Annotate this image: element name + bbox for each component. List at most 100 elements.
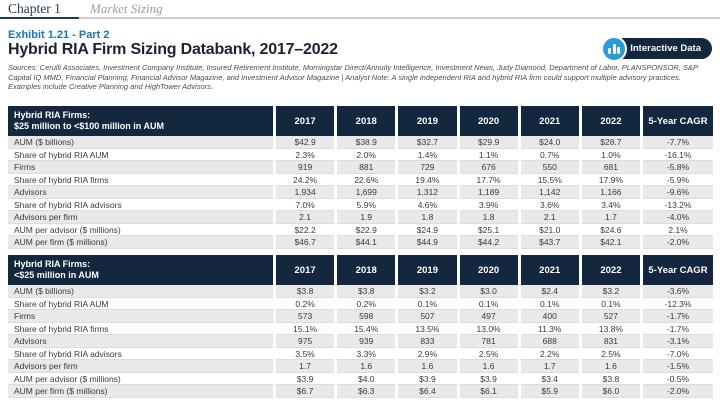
year-column-header: 2021 (520, 255, 579, 285)
metric-label-cell: AUM ($ billions) (8, 136, 273, 149)
value-cell: 17.7% (459, 173, 518, 186)
value-cell: 2.3% (276, 148, 335, 161)
value-cell: 1,189 (459, 186, 518, 199)
value-cell: 0.2% (276, 297, 335, 310)
value-cell: 13.5% (398, 322, 457, 335)
year-column-header: 2018 (337, 255, 396, 285)
value-cell: 0.1% (398, 297, 457, 310)
metric-label-cell: Firms (8, 161, 273, 174)
value-cell: 3.5% (276, 347, 335, 360)
value-cell: 975 (276, 335, 335, 348)
value-cell: 15.5% (520, 173, 579, 186)
year-column-header: 2019 (398, 106, 457, 136)
metric-label-cell: Advisors (8, 186, 273, 199)
metric-label-cell: AUM per advisor ($ millions) (8, 372, 273, 385)
value-cell: $44.1 (337, 236, 396, 249)
year-column-header: 2022 (581, 255, 640, 285)
value-cell: 1.7 (581, 211, 640, 224)
value-cell: $3.2 (581, 285, 640, 298)
value-cell: 0.1% (459, 297, 518, 310)
value-cell: 681 (581, 161, 640, 174)
value-cell: -2.0% (643, 236, 713, 249)
value-cell: 2.1% (643, 223, 713, 236)
value-cell: 573 (276, 310, 335, 323)
year-column-header: 2017 (276, 106, 335, 136)
table-title-cell: Hybrid RIA Firms: <$25 million in AUM (8, 255, 273, 285)
metric-label-cell: Share of hybrid RIA advisors (8, 347, 273, 360)
value-cell: 1,312 (398, 186, 457, 199)
value-cell: 688 (520, 335, 579, 348)
value-cell: 1.1% (459, 148, 518, 161)
value-cell: 2.0% (337, 148, 396, 161)
metric-label-cell: Share of hybrid RIA AUM (8, 297, 273, 310)
value-cell: 497 (459, 310, 518, 323)
sources-note: Sources: Cerulli Associates, Investment … (8, 63, 698, 92)
year-column-header: 2020 (459, 106, 518, 136)
value-cell: 831 (581, 335, 640, 348)
metric-label-cell: Share of hybrid RIA firms (8, 322, 273, 335)
value-cell: 13.8% (581, 322, 640, 335)
metric-label-cell: Advisors per firm (8, 211, 273, 224)
value-cell: 919 (276, 161, 335, 174)
value-cell: 4.6% (398, 198, 457, 211)
value-cell: 1.9 (337, 211, 396, 224)
value-cell: 598 (337, 310, 396, 323)
year-column-header: 2022 (581, 106, 640, 136)
table-hybrid-ria-25-to-100m: Hybrid RIA Firms: $25 million to <$100 mi… (8, 106, 713, 249)
value-cell: 17.9% (581, 173, 640, 186)
value-cell: $24.9 (398, 223, 457, 236)
year-column-header: 2018 (337, 106, 396, 136)
value-cell: 1.6 (459, 360, 518, 373)
value-cell: 1.8 (398, 211, 457, 224)
value-cell: $3.0 (459, 285, 518, 298)
value-cell: $44.2 (459, 236, 518, 249)
value-cell: -5.8% (643, 161, 713, 174)
value-cell: $3.9 (276, 372, 335, 385)
bar-chart-icon (601, 35, 628, 62)
value-cell: -5.9% (643, 173, 713, 186)
value-cell: 1,699 (337, 186, 396, 199)
interactive-data-button[interactable]: Interactive Data (601, 35, 712, 62)
chapter-title: Market Sizing (90, 1, 163, 16)
value-cell: $38.9 (337, 136, 396, 149)
value-cell: $32.7 (398, 136, 457, 149)
value-cell: 7.0% (276, 198, 335, 211)
table-title-line2: $25 million to <$100 million in AUM (14, 121, 164, 131)
metric-label-cell: Advisors per firm (8, 360, 273, 373)
value-cell: 400 (520, 310, 579, 323)
value-cell: -7.0% (643, 347, 713, 360)
value-cell: -16.1% (643, 148, 713, 161)
value-cell: $22.9 (337, 223, 396, 236)
table-title-line1: Hybrid RIA Firms: (14, 259, 91, 269)
value-cell: 729 (398, 161, 457, 174)
table-title-line2: <$25 million in AUM (14, 270, 99, 280)
value-cell: $6.7 (276, 385, 335, 398)
value-cell: $3.8 (276, 285, 335, 298)
value-cell: 3.6% (520, 198, 579, 211)
value-cell: -9.6% (643, 186, 713, 199)
value-cell: $25.1 (459, 223, 518, 236)
value-cell: 3.9% (459, 198, 518, 211)
value-cell: $4.0 (337, 372, 396, 385)
value-cell: 2.1 (276, 211, 335, 224)
value-cell: 1.6 (337, 360, 396, 373)
value-cell: -3.1% (643, 335, 713, 348)
table-hybrid-ria-under-25m: Hybrid RIA Firms: <$25 million in AUM 2017… (8, 255, 713, 398)
year-column-header: 2020 (459, 255, 518, 285)
value-cell: 2.5% (459, 347, 518, 360)
chapter-label: Chapter 1 (8, 1, 61, 16)
value-cell: 1.6 (398, 360, 457, 373)
value-cell: $42.1 (581, 236, 640, 249)
metric-label-cell: AUM per advisor ($ millions) (8, 223, 273, 236)
value-cell: 2.9% (398, 347, 457, 360)
value-cell: $29.9 (459, 136, 518, 149)
value-cell: -1.7% (643, 322, 713, 335)
value-cell: 22.6% (337, 173, 396, 186)
value-cell: 19.4% (398, 173, 457, 186)
value-cell: 1.8 (459, 211, 518, 224)
value-cell: 881 (337, 161, 396, 174)
value-cell: -7.7% (643, 136, 713, 149)
value-cell: $24.0 (520, 136, 579, 149)
value-cell: $3.9 (459, 372, 518, 385)
chapter-underline (0, 17, 79, 19)
